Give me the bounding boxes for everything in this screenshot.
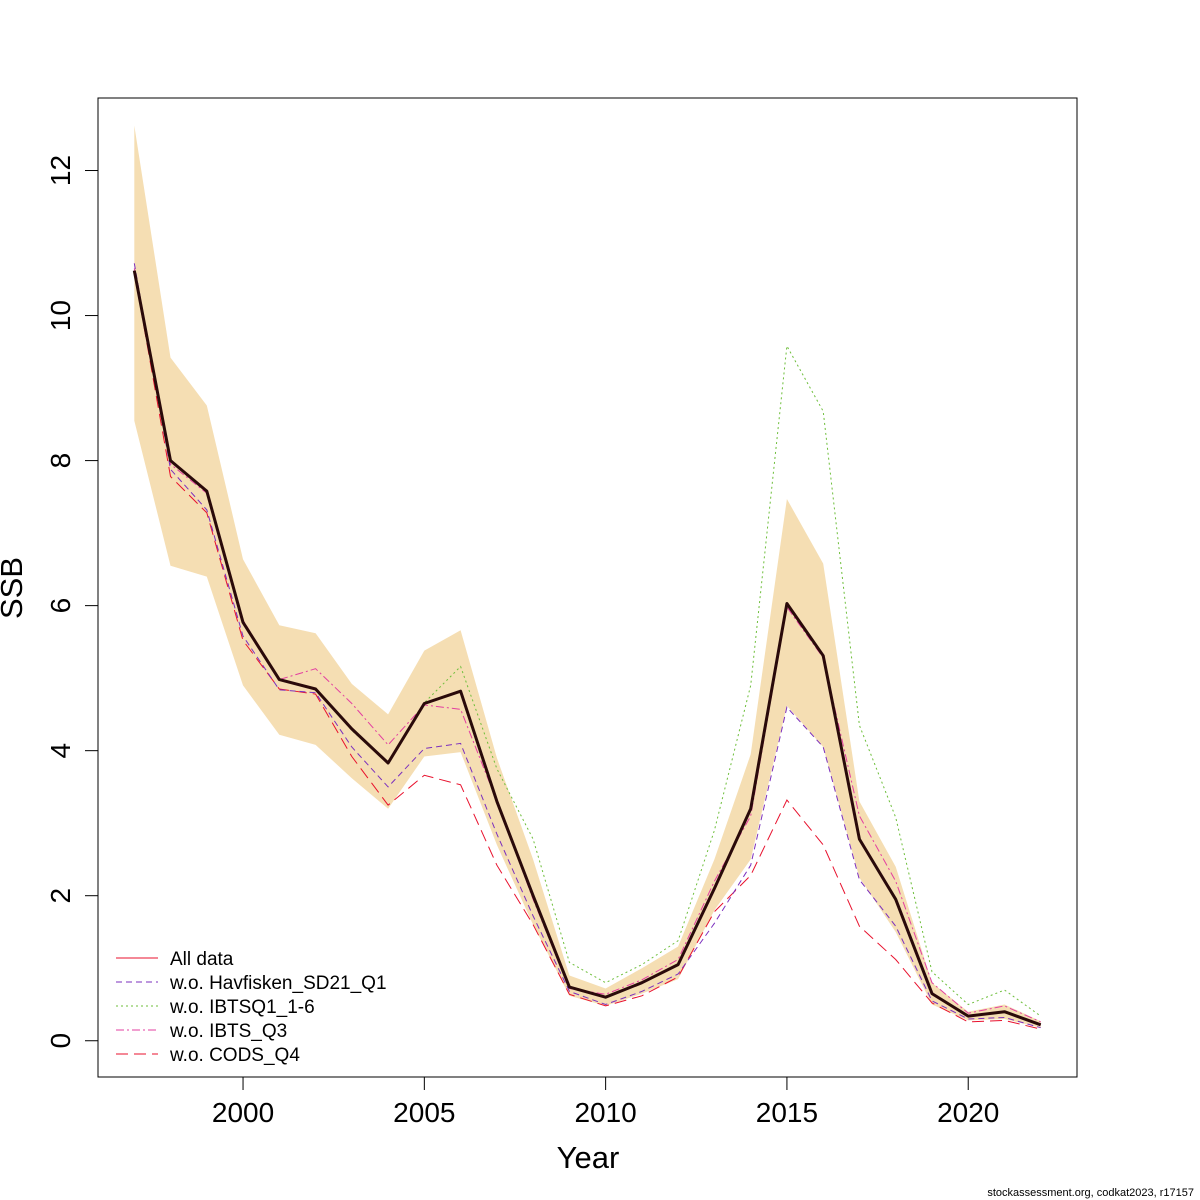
y-axis: 0 2 4 6 8 10 12 [45, 155, 99, 1049]
x-tick-label: 2010 [574, 1097, 636, 1128]
y-tick-label: 6 [45, 598, 76, 614]
legend: All data w.o. Havfisken_SD21_Q1 w.o. IBTSQ… [116, 949, 387, 1066]
legend-label: w.o. Havfisken_SD21_Q1 [169, 973, 387, 994]
y-tick-label: 0 [45, 1033, 76, 1049]
series-line-w-o-havfisken-sd21-q1 [133, 263, 1041, 1029]
main-estimate-layer [132, 270, 1042, 1027]
confidence-band [134, 125, 1041, 1028]
legend-label: All data [170, 949, 234, 970]
footer-credit: stockassessment.org, codkat2023, r17157 [987, 1187, 1194, 1199]
x-tick-label: 2000 [212, 1097, 274, 1128]
legend-label: w.o. IBTSQ1_1-6 [169, 997, 315, 1018]
legend-item: w.o. Havfisken_SD21_Q1 [116, 973, 387, 994]
x-tick-label: 2015 [756, 1097, 818, 1128]
x-tick-label: 2005 [393, 1097, 455, 1128]
y-tick-label: 8 [45, 453, 76, 469]
x-tick-label: 2020 [937, 1097, 999, 1128]
y-tick-label: 2 [45, 888, 76, 904]
series-line-w-o-ibtsq1-1-6 [133, 273, 1041, 1017]
legend-item: w.o. CODS_Q4 [116, 1045, 300, 1066]
legend-label: w.o. IBTS_Q3 [169, 1021, 287, 1042]
x-axis: 2000 2005 2010 2015 2020 [212, 1076, 999, 1128]
y-axis-title: SSB [0, 557, 29, 619]
legend-item: w.o. IBTS_Q3 [116, 1021, 287, 1042]
main-estimate-line [132, 270, 1042, 1027]
x-axis-title: Year [557, 1140, 620, 1175]
confidence-band-layer [134, 125, 1041, 1028]
y-tick-label: 4 [45, 743, 76, 759]
y-tick-label: 10 [45, 300, 76, 331]
legend-item: All data [116, 949, 234, 970]
legend-item: w.o. IBTSQ1_1-6 [116, 997, 315, 1018]
legend-label: w.o. CODS_Q4 [169, 1045, 300, 1066]
y-tick-label: 12 [45, 155, 76, 186]
